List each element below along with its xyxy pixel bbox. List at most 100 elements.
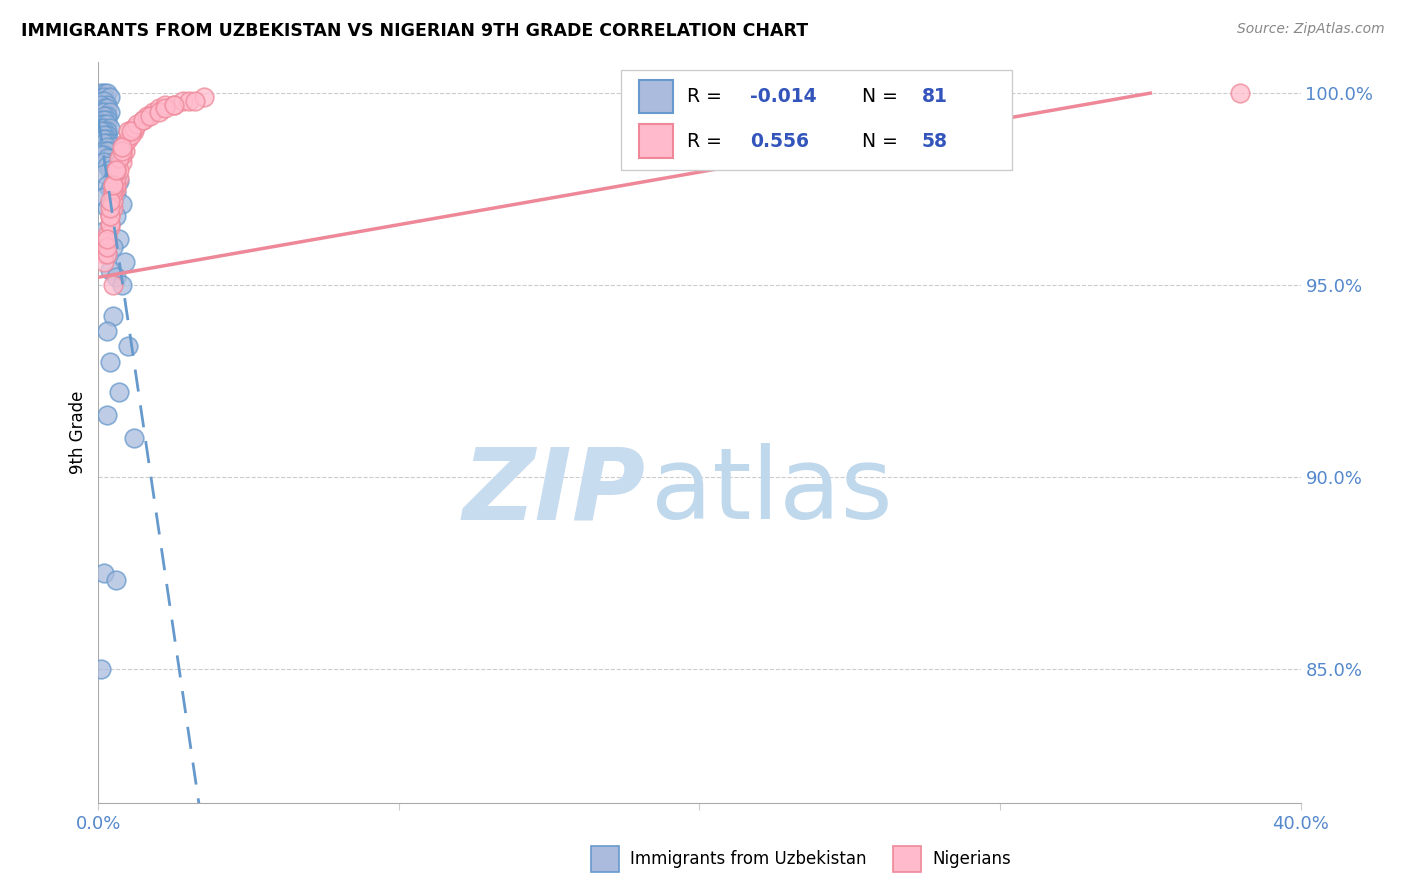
Point bbox=[96, 102, 118, 116]
Point bbox=[96, 232, 118, 246]
Point bbox=[132, 113, 155, 128]
Point bbox=[138, 109, 160, 123]
FancyBboxPatch shape bbox=[621, 70, 1012, 169]
FancyBboxPatch shape bbox=[640, 125, 673, 158]
Point bbox=[1229, 86, 1251, 100]
Point bbox=[117, 339, 139, 353]
Point bbox=[124, 431, 146, 445]
Y-axis label: 9th Grade: 9th Grade bbox=[69, 391, 87, 475]
Point bbox=[108, 385, 131, 400]
Point bbox=[96, 144, 118, 158]
Point bbox=[93, 117, 115, 131]
Text: atlas: atlas bbox=[651, 443, 893, 541]
Point bbox=[103, 186, 125, 200]
Point bbox=[96, 132, 118, 146]
Point bbox=[103, 170, 125, 185]
Point bbox=[96, 178, 118, 193]
Point bbox=[100, 217, 122, 231]
Point bbox=[96, 124, 118, 138]
Point bbox=[153, 97, 176, 112]
Text: Source: ZipAtlas.com: Source: ZipAtlas.com bbox=[1237, 22, 1385, 37]
Point bbox=[103, 182, 125, 196]
Point bbox=[93, 566, 115, 580]
Point bbox=[93, 147, 115, 161]
Point bbox=[96, 140, 118, 154]
Point bbox=[100, 354, 122, 368]
Point bbox=[100, 162, 122, 177]
Point bbox=[135, 109, 157, 123]
Point bbox=[103, 277, 125, 292]
Point bbox=[108, 152, 131, 166]
Point bbox=[100, 90, 122, 104]
Point bbox=[111, 155, 134, 169]
Point bbox=[127, 117, 149, 131]
Point bbox=[96, 159, 118, 173]
Point bbox=[93, 247, 115, 261]
Point bbox=[100, 152, 122, 166]
Point bbox=[108, 162, 131, 177]
Point bbox=[103, 140, 125, 154]
Text: 0.556: 0.556 bbox=[749, 132, 808, 151]
Point bbox=[93, 144, 115, 158]
Point bbox=[93, 124, 115, 138]
Point bbox=[100, 209, 122, 223]
Point bbox=[96, 152, 118, 166]
Point bbox=[93, 132, 115, 146]
Point bbox=[90, 113, 112, 128]
Text: Nigerians: Nigerians bbox=[932, 850, 1011, 868]
Point bbox=[108, 174, 131, 188]
Point bbox=[103, 194, 125, 208]
Text: IMMIGRANTS FROM UZBEKISTAN VS NIGERIAN 9TH GRADE CORRELATION CHART: IMMIGRANTS FROM UZBEKISTAN VS NIGERIAN 9… bbox=[21, 22, 808, 40]
Point bbox=[96, 109, 118, 123]
Text: R =: R = bbox=[688, 132, 723, 151]
Point bbox=[141, 105, 163, 120]
Point bbox=[93, 224, 115, 238]
Point bbox=[90, 94, 112, 108]
Text: -0.014: -0.014 bbox=[749, 87, 817, 105]
Point bbox=[96, 97, 118, 112]
Point bbox=[100, 201, 122, 215]
Point bbox=[105, 209, 128, 223]
Point bbox=[111, 277, 134, 292]
FancyBboxPatch shape bbox=[640, 79, 673, 112]
Point bbox=[96, 136, 118, 150]
Point bbox=[103, 194, 125, 208]
Point bbox=[117, 132, 139, 146]
Point bbox=[121, 128, 143, 143]
Point bbox=[105, 182, 128, 196]
Point bbox=[93, 86, 115, 100]
Point bbox=[114, 255, 136, 269]
Point bbox=[105, 574, 128, 588]
Point bbox=[90, 132, 112, 146]
Point bbox=[117, 124, 139, 138]
Point bbox=[103, 155, 125, 169]
Point bbox=[90, 90, 112, 104]
Point bbox=[93, 90, 115, 104]
Point bbox=[103, 178, 125, 193]
Point bbox=[162, 97, 184, 112]
Point bbox=[100, 105, 122, 120]
Point bbox=[111, 197, 134, 211]
Point bbox=[93, 94, 115, 108]
Point bbox=[121, 124, 143, 138]
Point bbox=[96, 86, 118, 100]
Point bbox=[100, 217, 122, 231]
Point bbox=[111, 144, 134, 158]
Point bbox=[96, 117, 118, 131]
Text: N =: N = bbox=[862, 132, 897, 151]
Point bbox=[124, 120, 146, 135]
Point bbox=[132, 113, 155, 128]
Point bbox=[93, 190, 115, 204]
Point bbox=[96, 232, 118, 246]
Point bbox=[114, 136, 136, 150]
Point bbox=[108, 170, 131, 185]
Point bbox=[100, 220, 122, 235]
Point bbox=[111, 140, 134, 154]
Point bbox=[105, 162, 128, 177]
Point bbox=[96, 128, 118, 143]
Point bbox=[96, 228, 118, 243]
Point bbox=[93, 113, 115, 128]
Point bbox=[105, 270, 128, 285]
Point bbox=[103, 309, 125, 323]
Point bbox=[100, 262, 122, 277]
